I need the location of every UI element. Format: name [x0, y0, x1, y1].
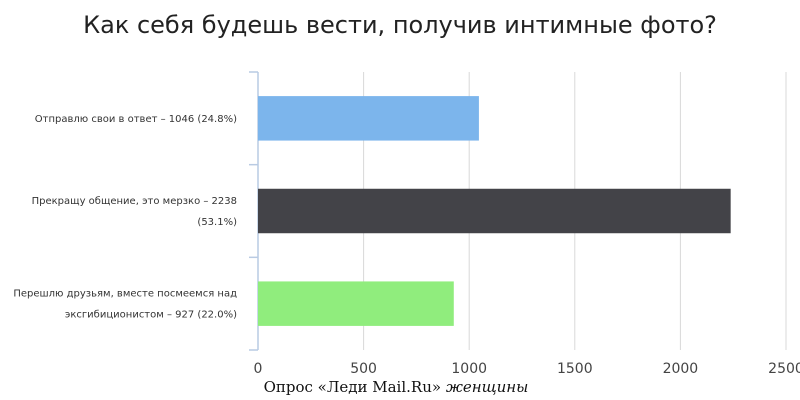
caption-italic: женщины: [441, 378, 528, 396]
category-label: Прекращу общение, это мерзко – 2238: [32, 196, 237, 207]
value-tick-labels: 0 500 1000 1500 2000 2500: [254, 361, 800, 377]
category-label: Отправлю свои в ответ – 1046 (24.8%): [35, 114, 237, 125]
category-labels: Отправлю свои в ответ – 1046 (24.8%) Прек…: [13, 114, 237, 321]
chart-caption: Опрос «Леди Mail.Ru» женщины: [264, 378, 529, 396]
tick-label: 1500: [557, 361, 593, 377]
bar: [258, 188, 731, 234]
category-label: Перешлю друзьям, вместе посмеемся над: [13, 289, 237, 300]
tick-label: 1000: [451, 361, 487, 377]
tick-label: 2500: [768, 361, 800, 377]
tick-label: 2000: [663, 361, 699, 377]
chart-title: Как себя будешь вести, получив интимные …: [83, 11, 717, 39]
category-label: (53.1%): [197, 217, 237, 228]
bars: [258, 96, 731, 326]
tick-label: 500: [350, 361, 377, 377]
category-axis: [249, 71, 259, 351]
caption-main: Опрос «Леди Mail.Ru»: [264, 378, 441, 396]
category-label: эксгибиционистом – 927 (22.0%): [65, 310, 237, 321]
tick-label: 0: [254, 361, 263, 377]
bar: [258, 96, 479, 141]
bar: [258, 281, 454, 326]
